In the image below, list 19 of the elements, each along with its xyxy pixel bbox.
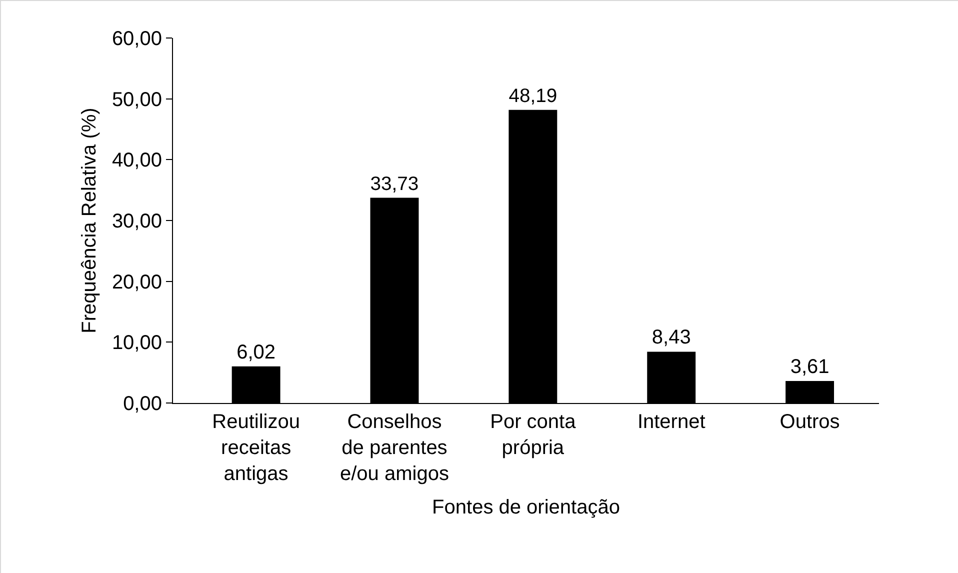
data-label: 3,61	[790, 356, 830, 378]
y-tick-label: 50,00	[112, 88, 162, 111]
data-label: 48,19	[508, 85, 558, 107]
data-label: 8,43	[652, 326, 691, 349]
y-tick-label: 10,00	[112, 332, 162, 354]
y-tick-label: 20,00	[112, 271, 162, 294]
x-tick-label: Por conta própria	[490, 411, 577, 459]
x-tick-label: Conselhos de parentes e/ou amigos	[340, 411, 449, 485]
y-tick-label: 60,00	[112, 28, 162, 50]
x-tick-label: Reutilizou receitas antigas	[212, 411, 300, 485]
y-tick-label: 0,00	[123, 393, 162, 415]
data-label: 33,73	[370, 172, 419, 195]
x-tick-label: Outros	[780, 411, 840, 433]
x-axis-title: Fontes de orientação	[432, 496, 620, 518]
y-axis-title: Frequeência Relativa (%)	[78, 108, 100, 334]
y-tick-label: 40,00	[112, 150, 162, 172]
data-label: 6,02	[236, 341, 276, 364]
y-tick-label: 30,00	[112, 210, 162, 232]
x-tick-label: Internet	[637, 411, 706, 433]
